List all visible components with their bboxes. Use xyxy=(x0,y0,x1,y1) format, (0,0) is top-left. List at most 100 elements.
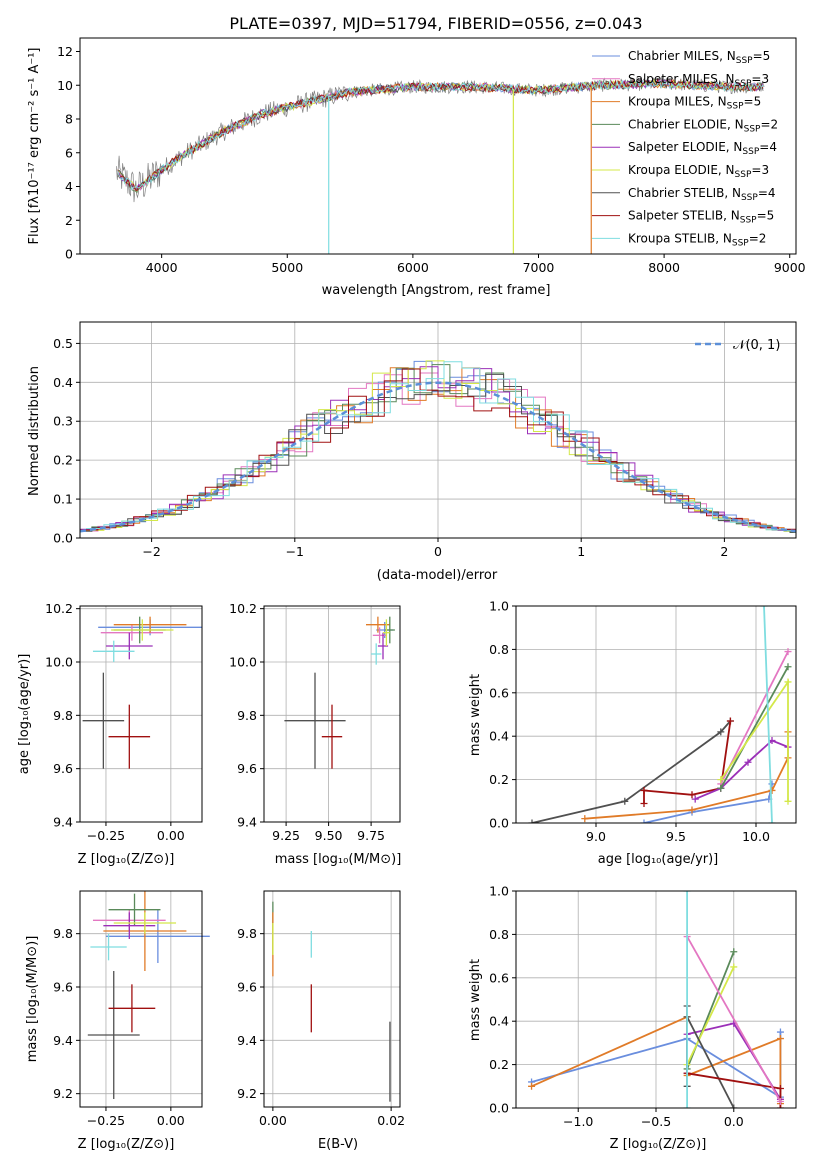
legend-entry-subscript: SSP xyxy=(727,102,744,112)
x-tick-label: 0.00 xyxy=(157,828,185,843)
legend-entry-count: =5 xyxy=(757,209,775,223)
x-tick-label: 7000 xyxy=(523,260,555,275)
y-tick-label: 9.8 xyxy=(237,926,257,941)
p4-xlabel: mass [log₁₀(M/M⊙)] xyxy=(275,852,402,867)
mass-weight-series-line xyxy=(720,679,789,802)
y-tick-label: 0.5 xyxy=(53,336,73,351)
axes-frame xyxy=(79,890,203,1108)
x-tick-label: 9.50 xyxy=(315,828,343,843)
mass-weight-marker xyxy=(776,1104,784,1108)
mass-weight-marker xyxy=(784,648,792,656)
x-tick-label: 0.00 xyxy=(259,1113,287,1128)
mass-weight-marker xyxy=(776,1028,784,1036)
x-tick-label: 2 xyxy=(720,544,728,559)
y-tick-label: 0.0 xyxy=(489,1101,509,1116)
mass-weight-marker xyxy=(776,1035,784,1043)
x-tick-label: 5000 xyxy=(271,260,303,275)
axes-frame xyxy=(263,890,401,1108)
x-tick-label: 9.25 xyxy=(272,828,300,843)
spectrum-panel: 4000 5000 6000 7000 8000 9000 0 2 4 6 8 10 12 xyxy=(57,37,806,275)
mass-weight-marker xyxy=(581,815,589,823)
y-tick-label: 9.6 xyxy=(237,761,257,776)
hist-ylabel: Normed distribution xyxy=(27,366,42,496)
x-tick-label: 9.5 xyxy=(666,829,686,844)
p3-ylabel: age [log₁₀(age/yr)] xyxy=(17,654,32,775)
legend-entry: Salpeter ELODIE, NSSP=4 xyxy=(628,140,777,157)
legend-entry-subscript: SSP xyxy=(736,56,753,66)
y-tick-label: 9.8 xyxy=(53,708,73,723)
legend-entry-count: =2 xyxy=(760,117,778,131)
y-tick-label: 0.4 xyxy=(489,729,509,744)
x-tick-label: 4000 xyxy=(146,260,178,275)
error-bar-point xyxy=(103,912,156,939)
model-spectrum-line xyxy=(117,78,764,192)
legend-entry-label: Salpeter STELIB, N xyxy=(628,209,740,223)
y-tick-label: 0.3 xyxy=(53,414,73,429)
x-tick-label: 6000 xyxy=(397,260,429,275)
mass-weight-series-line xyxy=(720,666,789,789)
legend-entry: Kroupa STELIB, NSSP=2 xyxy=(628,231,766,248)
mass-weight-marker xyxy=(730,963,738,971)
legend-entry: Salpeter STELIB, NSSP=5 xyxy=(628,209,774,226)
p6-ylabel: mass [log₁₀(M/M⊙)] xyxy=(25,936,40,1063)
legend-entry-count: =4 xyxy=(758,186,776,200)
mass-weight-marker xyxy=(776,1084,784,1092)
error-bar-point xyxy=(108,893,161,926)
y-tick-label: 0.2 xyxy=(53,453,73,468)
legend-entry-subscript: SSP xyxy=(744,124,761,134)
mass-weight-marker xyxy=(640,819,648,823)
y-tick-label: 10.0 xyxy=(229,655,257,670)
mass-weight-marker xyxy=(760,606,768,610)
error-bar-point xyxy=(383,619,390,646)
error-bar-point xyxy=(108,704,151,769)
spectrum-ylabel: Flux [fλ10⁻¹⁷ erg cm⁻² s⁻¹ A⁻¹] xyxy=(27,48,42,245)
error-bar-point xyxy=(284,672,346,769)
mass-weight-series-line xyxy=(531,720,732,823)
mass-weight-marker xyxy=(683,1104,691,1108)
axes-frame xyxy=(79,37,797,255)
mass-weight-marker xyxy=(683,891,691,895)
mass-weight-series-line xyxy=(584,731,789,820)
x-tick-label: −0.25 xyxy=(87,1113,125,1128)
y-tick-label: 9.6 xyxy=(237,980,257,995)
mass-weight-series-line xyxy=(763,606,773,823)
legend-entry: Kroupa MILES, NSSP=5 xyxy=(628,95,761,112)
x-tick-label: −1.0 xyxy=(563,1114,593,1129)
model-spectrum-line xyxy=(117,79,764,191)
mass-weight-marker xyxy=(744,758,752,766)
legend-entry-subscript: SSP xyxy=(732,238,749,248)
error-bar-point xyxy=(100,624,164,641)
age-vs-mass-panel: 9.25 9.50 9.75 9.4 9.6 9.8 10.0 10.2 xyxy=(229,601,401,843)
legend-entry-subscript: SSP xyxy=(740,216,757,226)
legend-entry-label: Chabrier STELIB, N xyxy=(628,186,741,200)
p5-ylabel: mass weight xyxy=(468,674,483,756)
y-tick-label: 0.6 xyxy=(489,685,509,700)
figure-title: PLATE=0397, MJD=51794, FIBERID=0556, z=0… xyxy=(229,14,642,33)
mass-weight-marker xyxy=(768,786,776,794)
mass-weight-marker xyxy=(688,791,696,799)
hist-xlabel: (data-model)/error xyxy=(377,568,498,583)
x-tick-label: 9.0 xyxy=(586,829,606,844)
error-bar-point xyxy=(372,627,387,644)
y-tick-label: 10.0 xyxy=(45,655,73,670)
mass-weight-marker xyxy=(784,797,792,805)
error-bar-point xyxy=(87,971,140,1099)
legend-entry: Chabrier ELODIE, NSSP=2 xyxy=(628,117,778,134)
mass-weight-marker xyxy=(717,728,725,736)
y-tick-label: 0.8 xyxy=(489,642,509,657)
error-bar-point xyxy=(105,632,153,660)
axes-frame xyxy=(79,605,203,823)
x-tick-label: 9000 xyxy=(774,260,806,275)
y-tick-label: 9.6 xyxy=(53,980,73,995)
legend-entry-count: =5 xyxy=(753,49,771,63)
y-tick-label: 4 xyxy=(65,179,73,194)
y-tick-label: 10.2 xyxy=(229,601,257,616)
x-tick-label: 0.02 xyxy=(377,1113,405,1128)
axes-frame xyxy=(263,605,401,823)
x-tick-label: 8000 xyxy=(648,260,680,275)
legend-entry-count: =4 xyxy=(759,140,777,154)
x-tick-label: −0.25 xyxy=(87,828,125,843)
y-tick-label: 0 xyxy=(65,247,73,262)
legend-entry-label: Kroupa ELODIE, N xyxy=(628,163,735,177)
